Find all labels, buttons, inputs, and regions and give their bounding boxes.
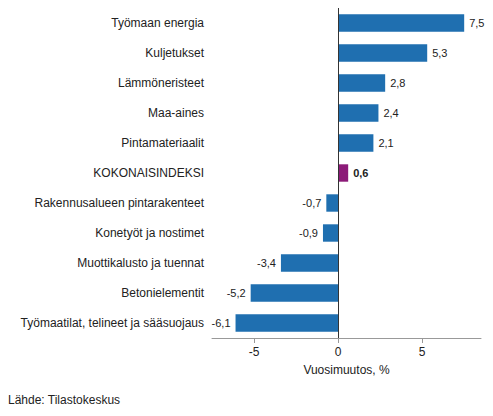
svg-text:-0,7: -0,7 [302,197,321,209]
svg-text:Muottikalusto ja tuennat: Muottikalusto ja tuennat [77,256,204,270]
svg-text:Rakennusalueen pintarakenteet: Rakennusalueen pintarakenteet [35,196,205,210]
svg-text:2,8: 2,8 [390,77,405,89]
svg-text:5: 5 [419,345,426,359]
svg-text:2,4: 2,4 [383,107,398,119]
svg-text:Konetyöt ja nostimet: Konetyöt ja nostimet [95,226,204,240]
svg-text:5,3: 5,3 [432,47,447,59]
svg-text:Lähde: Tilastokeskus: Lähde: Tilastokeskus [8,393,120,407]
svg-text:Betonielementit: Betonielementit [121,286,204,300]
svg-text:7,5: 7,5 [469,17,484,29]
svg-text:2,1: 2,1 [378,137,393,149]
svg-text:Kuljetukset: Kuljetukset [145,46,204,60]
svg-text:Vuosimuutos, %: Vuosimuutos, % [303,363,390,377]
svg-text:-5,2: -5,2 [227,287,246,299]
svg-text:0,6: 0,6 [353,167,368,179]
svg-text:Työmaatilat, telineet ja sääsu: Työmaatilat, telineet ja sääsuojaus [21,316,204,330]
svg-text:-5: -5 [249,345,260,359]
svg-text:Lämmöneristeet: Lämmöneristeet [118,76,205,90]
svg-text:-6,1: -6,1 [212,317,231,329]
svg-text:KOKONAISINDEKSI: KOKONAISINDEKSI [93,166,204,180]
svg-text:Maa-aines: Maa-aines [148,106,204,120]
svg-text:-0,9: -0,9 [299,227,318,239]
svg-text:-3,4: -3,4 [257,257,276,269]
svg-text:Pintamateriaalit: Pintamateriaalit [121,136,204,150]
svg-text:Työmaan energia: Työmaan energia [111,16,204,30]
svg-text:0: 0 [335,345,342,359]
